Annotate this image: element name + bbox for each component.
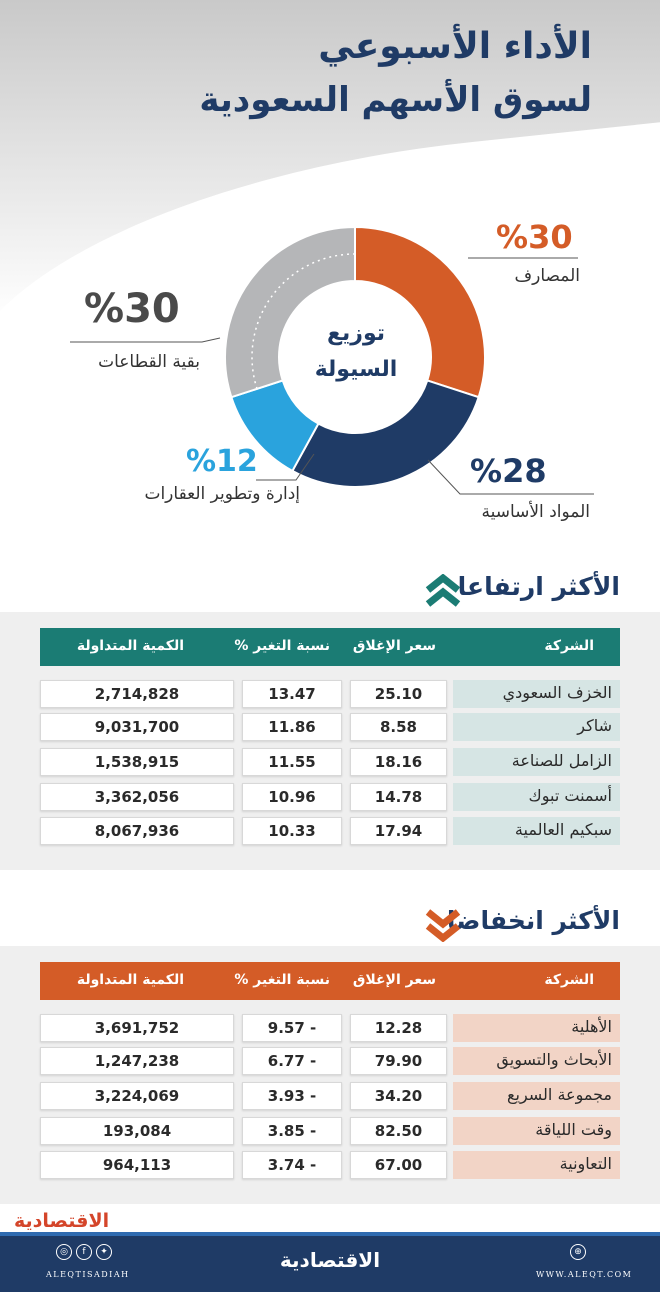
cell-change: 13.47: [242, 680, 342, 708]
cell-close: 34.20: [350, 1082, 447, 1110]
col-header-qty: الكمية المتداولة: [76, 972, 184, 988]
slice-label-real-estate: إدارة وتطوير العقارات: [144, 484, 300, 504]
slice-value-real-estate: %12: [186, 444, 258, 479]
slice-value-banks: %30: [496, 218, 573, 256]
table-row: 3,691,752 9.57 - 12.28 الأهلية: [40, 1014, 620, 1042]
cell-change: 3.93 -: [242, 1082, 342, 1110]
cell-qty: 8,067,936: [40, 817, 234, 845]
cell-change: 3.74 -: [242, 1151, 342, 1179]
table-row: 1,538,915 11.55 18.16 الزامل للصناعة: [40, 748, 620, 776]
table-row: 9,031,700 11.86 8.58 شاكر: [40, 713, 620, 741]
table-row: 3,362,056 10.96 14.78 أسمنت تبوك: [40, 783, 620, 811]
cell-close: 67.00: [350, 1151, 447, 1179]
col-header-qty: الكمية المتداولة: [76, 638, 184, 654]
table-row: 193,084 3.85 - 82.50 وقت اللياقة: [40, 1117, 620, 1145]
leader-line-other: [70, 337, 221, 343]
cell-close: 25.10: [350, 680, 447, 708]
col-header-name: الشركة: [544, 638, 594, 654]
cell-close: 79.90: [350, 1047, 447, 1075]
col-header-close: سعر الإغلاق: [352, 638, 436, 654]
donut-dotted-ring: [251, 253, 356, 390]
leader-line-materials: [427, 459, 594, 495]
cell-qty: 1,247,238: [40, 1047, 234, 1075]
page-subtitle: لسوق الأسهم السعودية: [199, 80, 592, 120]
cell-company: شاكر: [453, 713, 620, 741]
donut-center-disc: [281, 283, 429, 431]
cell-company: الخزف السعودي: [453, 680, 620, 708]
losers-table-header: الشركة سعر الإغلاق نسبة التغير % الكمية …: [40, 962, 620, 1000]
col-header-change: نسبة التغير %: [234, 638, 330, 654]
cell-company: التعاونية: [453, 1151, 620, 1179]
cell-close: 12.28: [350, 1014, 447, 1042]
donut-center-line1: توزيع: [326, 321, 385, 346]
cell-close: 14.78: [350, 783, 447, 811]
donut-slice-banks: [354, 225, 486, 399]
losers-section-header: [0, 890, 660, 946]
leader-line-banks: [468, 257, 578, 259]
cell-company: سبكيم العالمية: [453, 817, 620, 845]
cell-qty: 2,714,828: [40, 680, 234, 708]
footer-website[interactable]: WWW.ALEQT.COM: [536, 1270, 633, 1279]
cell-change: 10.96: [242, 783, 342, 811]
slice-value-materials: %28: [470, 452, 547, 490]
cell-company: مجموعة السريع: [453, 1082, 620, 1110]
col-header-close: سعر الإغلاق: [352, 972, 436, 988]
cell-close: 82.50: [350, 1117, 447, 1145]
cell-close: 8.58: [350, 713, 447, 741]
leader-line-real-estate: [256, 453, 315, 481]
cell-change: 9.57 -: [242, 1014, 342, 1042]
table-row: 3,224,069 3.93 - 34.20 مجموعة السريع: [40, 1082, 620, 1110]
cell-change: 10.33: [242, 817, 342, 845]
cell-qty: 1,538,915: [40, 748, 234, 776]
gainers-title: الأكثر ارتفاعا: [457, 572, 620, 601]
cell-change: 11.86: [242, 713, 342, 741]
cell-company: أسمنت تبوك: [453, 783, 620, 811]
cell-change: 3.85 -: [242, 1117, 342, 1145]
footer-handle[interactable]: ALEQTISADIAH: [46, 1270, 130, 1279]
liquidity-donut-chart: [224, 225, 486, 488]
cell-close: 18.16: [350, 748, 447, 776]
cell-close: 17.94: [350, 817, 447, 845]
slice-label-banks: المصارف: [514, 266, 581, 286]
cell-company: وقت اللياقة: [453, 1117, 620, 1145]
cell-qty: 9,031,700: [40, 713, 234, 741]
page-title: الأداء الأسبوعي: [318, 26, 592, 67]
brand-logo-top: الاقتصادية: [14, 1210, 110, 1232]
table-row: 1,247,238 6.77 - 79.90 الأبحاث والتسويق: [40, 1047, 620, 1075]
gainers-section-header: [0, 556, 660, 612]
cell-company: الزامل للصناعة: [453, 748, 620, 776]
slice-value-other: %30: [84, 286, 180, 332]
slice-label-other: بقية القطاعات: [98, 352, 200, 372]
slice-label-materials: المواد الأساسية: [481, 502, 590, 522]
cell-qty: 193,084: [40, 1117, 234, 1145]
facebook-icon[interactable]: f: [76, 1244, 92, 1260]
cell-change: 11.55: [242, 748, 342, 776]
donut-slice-other: [224, 225, 356, 399]
losers-title: الأكثر انخفاضا: [446, 906, 620, 935]
instagram-icon[interactable]: ◎: [56, 1244, 72, 1260]
table-row: 8,067,936 10.33 17.94 سبكيم العالمية: [40, 817, 620, 845]
cell-qty: 964,113: [40, 1151, 234, 1179]
gainers-table-header: الشركة سعر الإغلاق نسبة التغير % الكمية …: [40, 628, 620, 666]
table-row: 964,113 3.74 - 67.00 التعاونية: [40, 1151, 620, 1179]
brand-logo-footer: الاقتصادية: [279, 1248, 381, 1272]
twitter-icon[interactable]: ✦: [96, 1244, 112, 1260]
double-chevron-up-icon: [425, 574, 461, 607]
col-header-change: نسبة التغير %: [234, 972, 330, 988]
cell-change: 6.77 -: [242, 1047, 342, 1075]
cell-qty: 3,224,069: [40, 1082, 234, 1110]
cell-qty: 3,691,752: [40, 1014, 234, 1042]
footer-top-strip: [0, 1204, 660, 1232]
double-chevron-down-icon: [425, 909, 461, 942]
col-header-name: الشركة: [544, 972, 594, 988]
cell-qty: 3,362,056: [40, 783, 234, 811]
table-row: 2,714,828 13.47 25.10 الخزف السعودي: [40, 680, 620, 708]
cell-company: الأهلية: [453, 1014, 620, 1042]
cell-company: الأبحاث والتسويق: [453, 1047, 620, 1075]
donut-center-label: توزيع السيولة: [292, 316, 420, 388]
donut-center-line2: السيولة: [314, 357, 398, 382]
donut-slice-materials: [291, 379, 480, 488]
footer-bar: [0, 1232, 660, 1292]
web-icon[interactable]: ⊕: [570, 1244, 586, 1260]
